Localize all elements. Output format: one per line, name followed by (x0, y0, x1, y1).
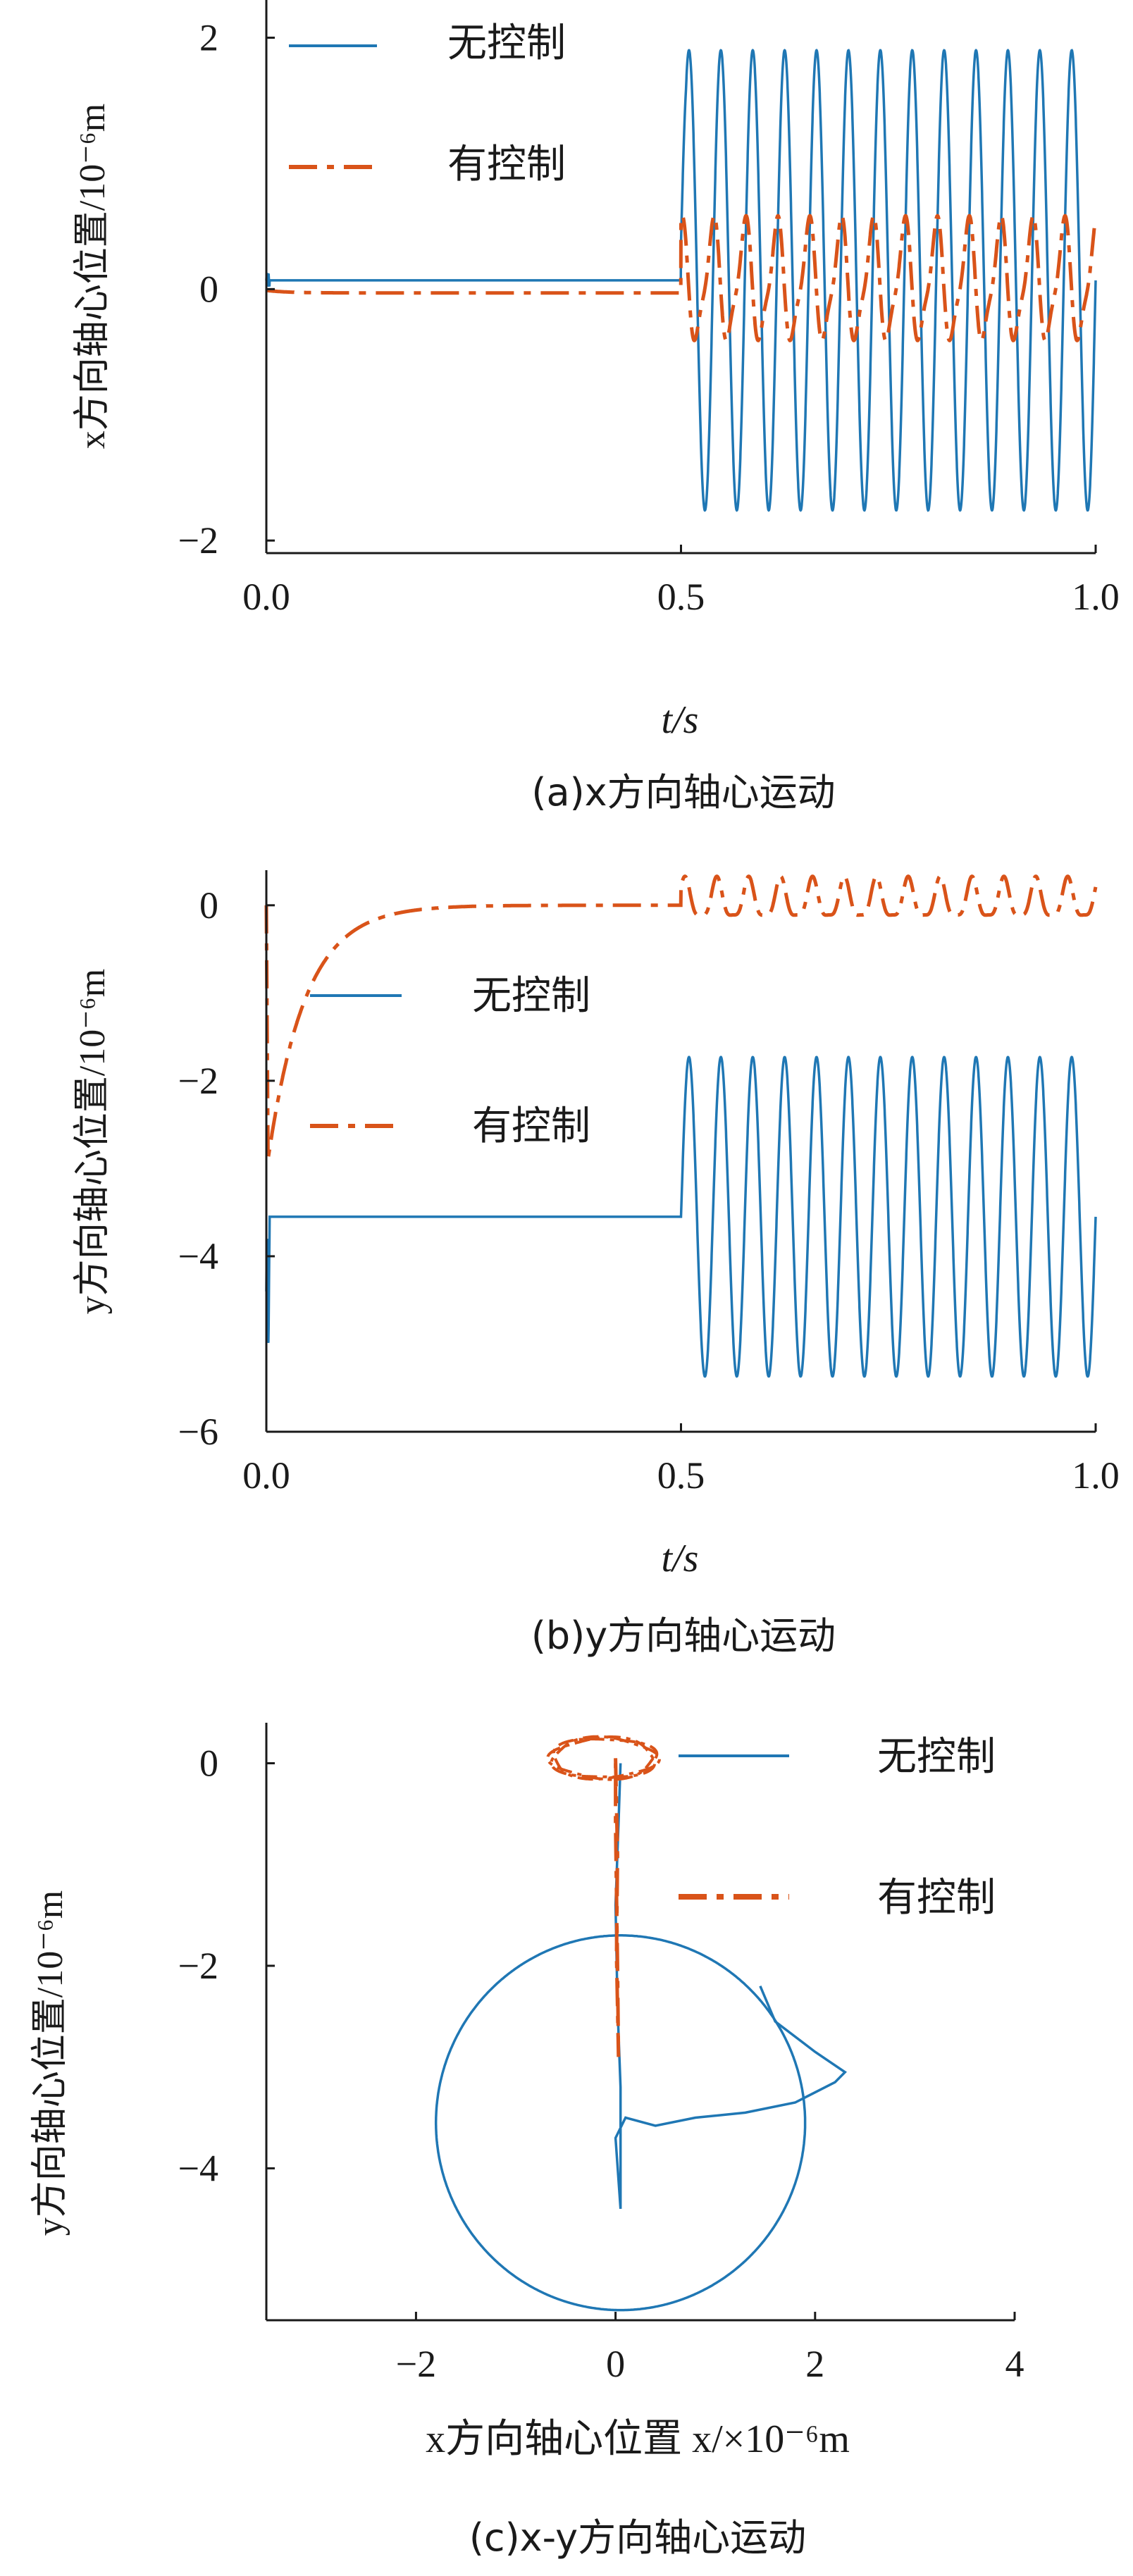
chart-b-y-tick-label: −6 (178, 1411, 218, 1453)
chart-a-caption: (a)x方向轴心运动 (531, 770, 835, 815)
chart-c-plot (434, 1735, 848, 2312)
chart-a-legend-label-controlled: 有控制 (447, 142, 566, 187)
chart-c-series-uncontrolled-transient (614, 1763, 848, 2210)
chart-b: 0.0 0.5 1.0 −6 −4 −2 0 无控制 有控制 y方向轴心位置/10⁻⁶m t… (73, 870, 1120, 1658)
chart-a-x-label: t/s (662, 698, 699, 742)
chart-b-y-tick-label: −4 (178, 1235, 218, 1277)
chart-a-y-tick-label: −2 (178, 519, 218, 562)
chart-a-gridlines (265, 49, 1098, 512)
chart-b-x-tick-label: 0.5 (657, 1454, 705, 1497)
chart-b-plot (264, 874, 1098, 1378)
chart-a-y-tick-label: 0 (199, 268, 218, 310)
chart-b-y-label: y方向轴心位置/10⁻⁶m (73, 969, 113, 1314)
chart-a-x-tick-label: 0.0 (242, 576, 290, 618)
chart-c-series-controlled-transient (614, 1758, 621, 2057)
chart-b-series-controlled (264, 874, 1098, 1160)
chart-a-series-controlled (266, 213, 1098, 342)
chart-c-x-tick-label: −2 (396, 2343, 436, 2385)
chart-c-legend-label-uncontrolled: 无控制 (877, 1734, 996, 1780)
chart-a-x-tick-label: 0.5 (657, 576, 705, 618)
chart-c-series-controlled (546, 1735, 661, 1781)
chart-a-y-tick-label: 2 (199, 17, 218, 59)
chart-a-ticks: 0.0 0.5 1.0 −2 0 2 (178, 17, 1120, 618)
chart-b-x-tick-label: 0.0 (242, 1454, 290, 1497)
chart-a-legend-label-uncontrolled: 无控制 (447, 20, 566, 66)
chart-a-y-label: x方向轴心位置/10⁻⁶m (73, 104, 113, 449)
chart-c-y-tick-label: 0 (199, 1742, 218, 1784)
chart-c-y-label: y方向轴心位置/10⁻⁶m (30, 1890, 70, 2236)
chart-c-y-tick-label: −2 (178, 1945, 218, 1987)
chart-c-x-tick-label: 0 (606, 2343, 625, 2385)
chart-a: 0.0 0.5 1.0−202 无控制 有控制 x方向轴心位置/10⁻⁶m t/s … (73, 0, 1120, 815)
chart-b-y-tick-label: −2 (178, 1060, 218, 1102)
chart-b-legend-label-controlled: 有控制 (472, 1103, 590, 1149)
chart-c-y-tick-label: −4 (178, 2147, 218, 2189)
chart-c-series-uncontrolled (434, 1934, 807, 2312)
chart-c-legend-label-controlled: 有控制 (877, 1875, 996, 1921)
chart-c: −2 0 2 4 −4 −2 0 无控制 有控制 y方向轴心位置/10⁻⁶m x方向轴心位置… (30, 1723, 1024, 2560)
chart-c-x-label: x方向轴心位置 x/×10⁻⁶m (426, 2417, 850, 2461)
chart-b-x-label: t/s (662, 1537, 699, 1580)
chart-b-caption: (b)y方向轴心运动 (531, 1614, 836, 1658)
chart-c-caption: (c)x-y方向轴心运动 (469, 2515, 806, 2560)
chart-c-ticks: −2 0 2 4 −4 −2 0 (178, 1742, 1024, 2385)
chart-b-y-tick-label: 0 (199, 884, 218, 927)
chart-c-x-tick-label: 4 (1005, 2343, 1024, 2385)
chart-c-x-tick-label: 2 (805, 2343, 824, 2385)
chart-b-legend-label-uncontrolled: 无控制 (472, 973, 590, 1019)
chart-b-series-uncontrolled (265, 1055, 1097, 1378)
chart-a-x-tick-label: 1.0 (1072, 576, 1120, 618)
chart-b-x-tick-label: 1.0 (1072, 1454, 1120, 1497)
chart-b-ticks: 0.0 0.5 1.0 −6 −4 −2 0 (178, 884, 1120, 1497)
